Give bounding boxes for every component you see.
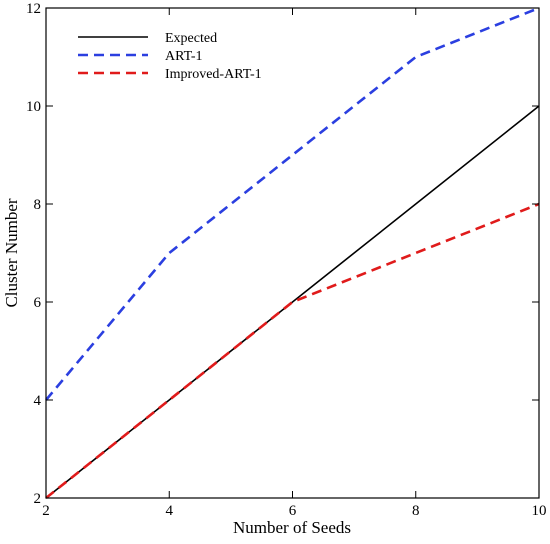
plot-frame [45, 7, 540, 499]
y-tick-label: 2 [34, 491, 42, 507]
x-tick-label: 2 [42, 503, 50, 519]
series-line-expected [45, 105, 540, 499]
x-tick-label: 8 [412, 503, 420, 519]
series-line-art-1 [45, 6, 540, 401]
y-tick-label: 12 [26, 1, 41, 17]
x-axis-title: Number of Seeds [233, 518, 351, 537]
y-axis-title: Cluster Number [2, 198, 21, 307]
legend: Expected ART-1 Improved-ART-1 [78, 31, 262, 82]
x-tick-label: 6 [289, 503, 297, 519]
y-tick-label: 6 [34, 295, 42, 311]
series-layer [45, 6, 540, 500]
ticks-layer: 2 4 6 8 10 2 4 6 8 10 12 [26, 1, 547, 519]
legend-label: Improved-ART-1 [165, 67, 262, 82]
legend-label: Expected [165, 31, 217, 46]
legend-item-expected: Expected [78, 31, 217, 46]
legend-item-improved-art-1: Improved-ART-1 [78, 67, 262, 82]
legend-label: ART-1 [165, 49, 203, 64]
y-tick-label: 8 [34, 197, 42, 213]
series-line-improved-art-1 [45, 202, 540, 500]
x-tick-label: 4 [166, 503, 174, 519]
y-tick-label: 10 [26, 99, 41, 115]
legend-item-art-1: ART-1 [78, 49, 203, 64]
x-tick-label: 10 [532, 503, 547, 519]
y-tick-label: 4 [34, 393, 42, 409]
